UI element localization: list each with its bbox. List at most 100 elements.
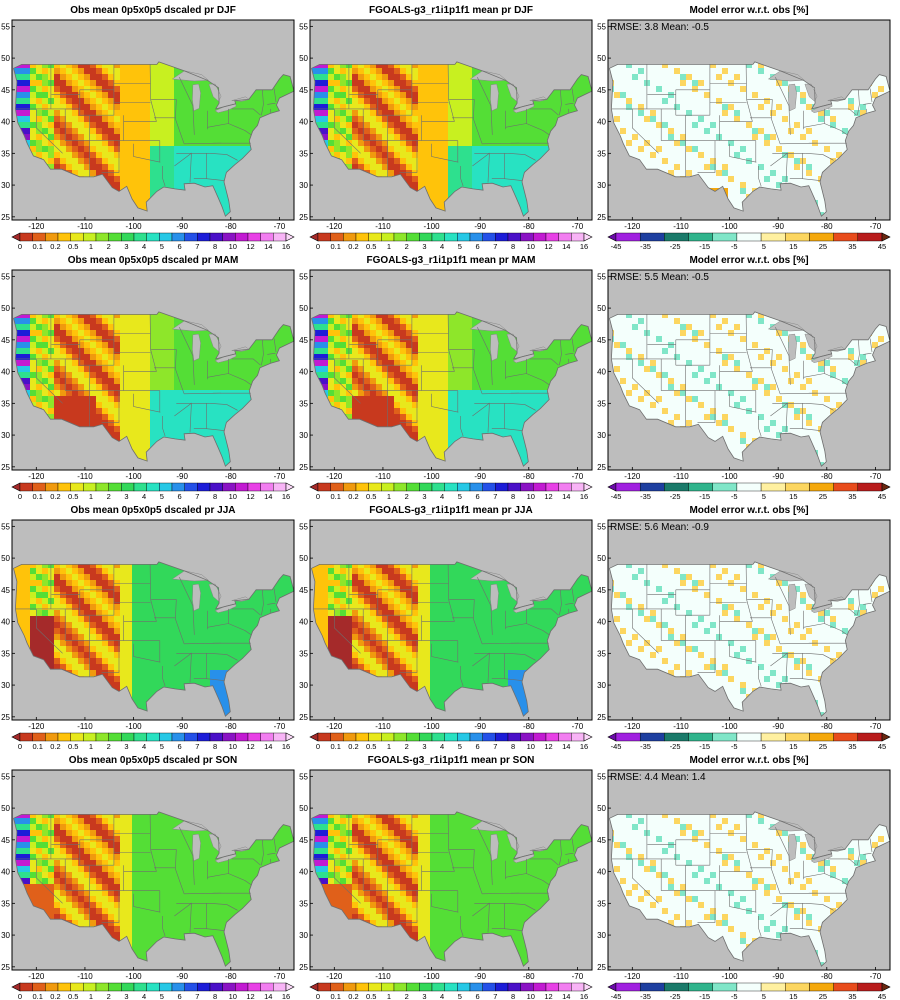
state-border (460, 416, 464, 437)
state-border (447, 814, 455, 872)
lat-tick-label: 30 (299, 681, 308, 690)
lon-tick-label: -90 (176, 472, 188, 481)
country-border (311, 561, 593, 717)
panel-frame (11, 519, 295, 721)
colorbar-tick-label: -25 (670, 992, 681, 1000)
lat-tick-label: 30 (1, 931, 10, 940)
lon-tick-label: -110 (673, 972, 689, 981)
lon-tick-label: -110 (77, 472, 93, 481)
colorbar-tick-label: 8 (213, 242, 217, 251)
state-border (431, 893, 459, 913)
lon-tick-label: -100 (424, 722, 441, 731)
map-panel-son-model: FGOALS-g3_r1i1p1f1 mean pr SON -120 -110 -1… (299, 755, 593, 1000)
state-border (571, 838, 575, 852)
state-border (565, 352, 574, 355)
colorbar-tick-label: 0.1 (331, 492, 341, 501)
colorbar-tick-label: 14 (264, 742, 272, 751)
panel-frame (309, 19, 593, 221)
lat-tick-label: 50 (299, 54, 308, 63)
lon-tick-label: -120 (28, 972, 45, 981)
colorbar-tick-label: 0.2 (50, 742, 60, 751)
state-border (631, 608, 659, 654)
state-border (869, 588, 873, 602)
colorbar-tick-label: 4 (440, 742, 444, 751)
colorbar-tick-label: 1 (89, 742, 93, 751)
state-border (559, 839, 562, 866)
colorbar-tick-label: -15 (699, 992, 710, 1000)
colorbar-tick-label: 0 (316, 242, 320, 251)
colorbar: 0 0.1 0.2 0.5 1 2 3 4 5 6 7 8 10 12 14 16 (11, 732, 295, 751)
state-border (504, 428, 523, 431)
colorbar: 0 0.1 0.2 0.5 1 2 3 4 5 6 7 8 10 12 14 16 (11, 982, 295, 1000)
colorbar-tick-label: 0 (316, 492, 320, 501)
country-border (609, 561, 891, 717)
lake (192, 833, 201, 862)
state-border (758, 416, 762, 437)
lat-tick-label: 25 (597, 713, 606, 722)
state-border (35, 608, 63, 654)
colorbar-tick-label: 7 (195, 492, 199, 501)
lat-tick-label: 35 (1, 649, 10, 658)
colorbar-tick-label: 3 (124, 492, 128, 501)
state-border (231, 858, 261, 866)
colorbar-tick-label: 7 (195, 742, 199, 751)
state-border (149, 564, 157, 622)
state-border (803, 373, 848, 386)
lake (192, 83, 201, 112)
colorbar: 0 0.1 0.2 0.5 1 2 3 4 5 6 7 8 10 12 14 16 (309, 482, 593, 501)
map-panel-jja-error: Model error w.r.t. obs [%] -120 -110 -100 -9… (597, 505, 891, 751)
colorbar-tick-label: 25 (819, 992, 827, 1000)
rmse-mean-stats: RMSE: 5.6 Mean: -0.9 (610, 522, 709, 533)
lake (788, 333, 797, 362)
state-border (35, 358, 63, 404)
colorbar-tick-label: 0.5 (68, 242, 78, 251)
state-border (869, 88, 873, 102)
lon-tick-label: -100 (722, 722, 739, 731)
state-border (447, 64, 455, 122)
state-border (149, 64, 157, 122)
lat-tick-label: 35 (299, 649, 308, 658)
colorbar-tick-label: 16 (282, 992, 290, 1000)
lon-tick-label: -100 (424, 222, 441, 231)
colorbar: -45 -35 -25 -15 -5 5 15 25 35 45 (607, 982, 891, 1000)
colorbar-tick-label: 10 (229, 992, 237, 1000)
lon-tick-label: -120 (326, 222, 343, 231)
panel-frame (309, 269, 593, 471)
lon-tick-label: -80 (821, 972, 833, 981)
colorbar-tick-label: -35 (640, 742, 651, 751)
lon-tick-label: -90 (176, 222, 188, 231)
lon-tick-label: -110 (673, 722, 689, 731)
colorbar-tick-label: 2 (405, 992, 409, 1000)
state-border (863, 102, 872, 105)
colorbar-tick-label: 0.5 (68, 492, 78, 501)
lat-tick-label: 45 (299, 836, 308, 845)
panel-frame (607, 769, 891, 971)
state-border (207, 123, 252, 136)
lake (208, 333, 222, 352)
colorbar-tick-label: 4 (142, 992, 146, 1000)
state-border (399, 140, 418, 173)
lat-tick-label: 25 (299, 713, 308, 722)
colorbar-tick-label: 10 (527, 242, 535, 251)
colorbar-tick-label: 14 (562, 492, 570, 501)
state-border (565, 852, 574, 855)
state-border (207, 373, 252, 386)
lon-tick-label: -90 (772, 472, 784, 481)
lat-tick-label: 35 (1, 899, 10, 908)
state-border (207, 623, 252, 636)
lon-tick-label: -120 (28, 222, 45, 231)
lat-tick-label: 35 (299, 149, 308, 158)
lake (208, 833, 222, 852)
state-border (209, 903, 238, 911)
colorbar-tick-label: 1 (387, 742, 391, 751)
lat-tick-label: 30 (299, 181, 308, 190)
lon-tick-label: -70 (870, 472, 882, 481)
state-border (802, 678, 821, 681)
colorbar-tick-label: 0.1 (33, 742, 43, 751)
colorbar-tick-label: 3 (422, 742, 426, 751)
colorbar-tick-label: -45 (611, 992, 622, 1000)
state-border (803, 623, 848, 636)
colorbar-tick-label: 6 (476, 992, 480, 1000)
panel-title: FGOALS-g3_r1i1p1f1 mean pr MAM (367, 255, 536, 266)
state-border (745, 814, 753, 872)
